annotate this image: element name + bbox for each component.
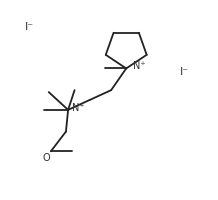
Text: N⁺: N⁺	[72, 103, 85, 113]
Text: I⁻: I⁻	[180, 67, 189, 77]
Text: I⁻: I⁻	[25, 22, 34, 32]
Text: O: O	[42, 153, 50, 163]
Text: N⁺: N⁺	[133, 61, 145, 71]
